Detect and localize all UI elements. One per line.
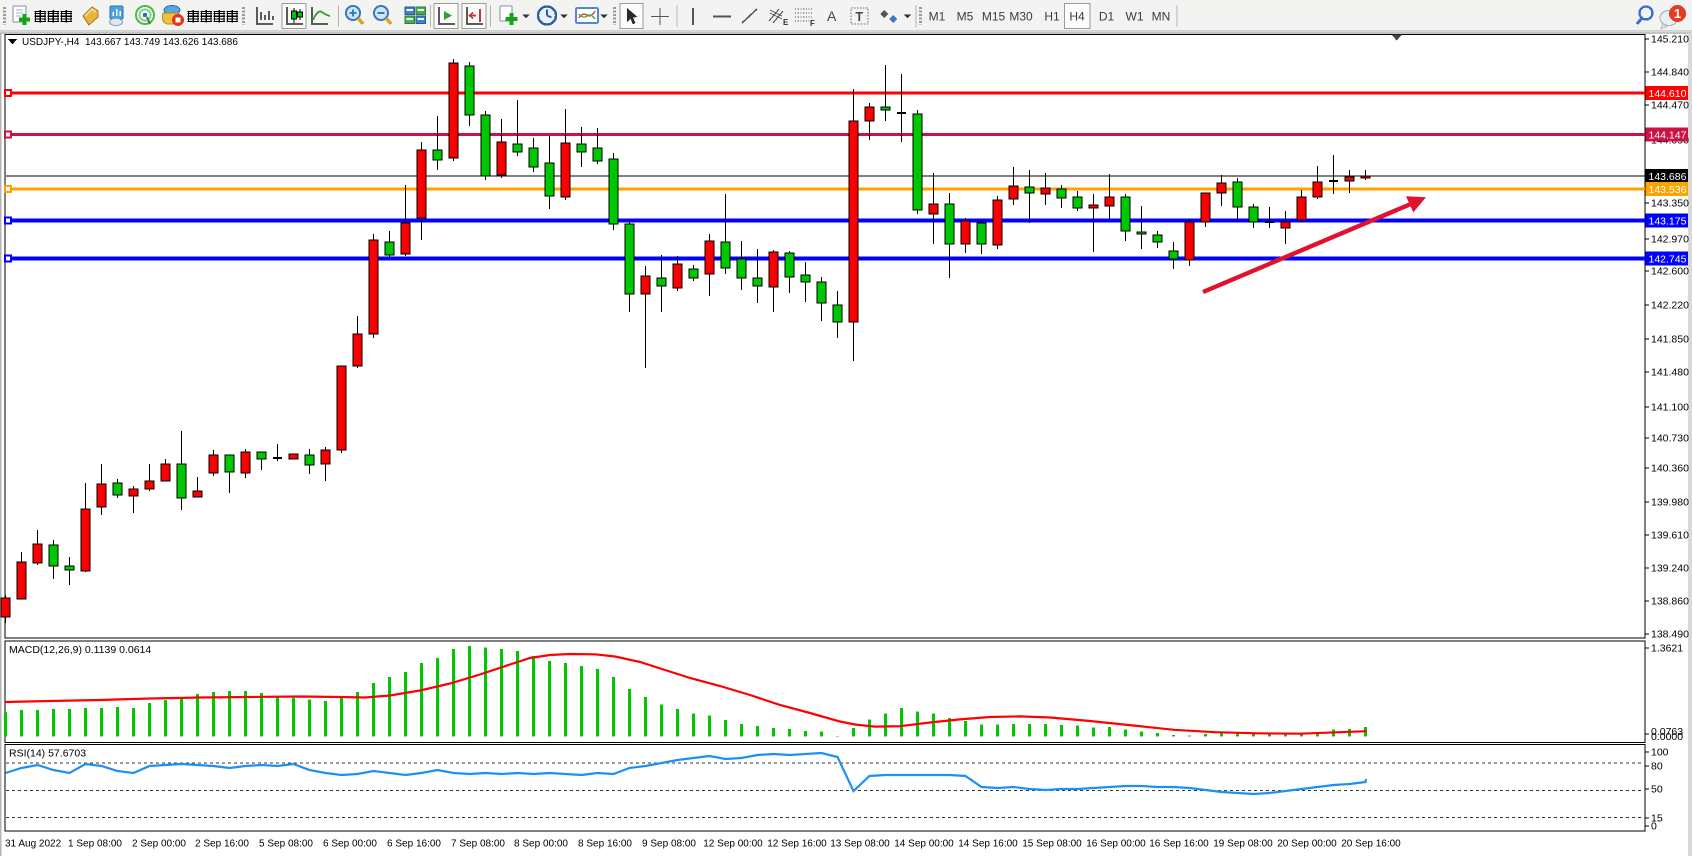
svg-text:8 Sep 16:00: 8 Sep 16:00: [578, 839, 632, 850]
svg-text:140.730: 140.730: [1651, 433, 1689, 445]
svg-text:140.360: 140.360: [1651, 463, 1689, 475]
svg-text:143.686: 143.686: [1649, 171, 1687, 183]
svg-text:143.350: 143.350: [1651, 198, 1689, 210]
svg-text:139.610: 139.610: [1651, 530, 1689, 542]
svg-text:0.0763: 0.0763: [1651, 726, 1683, 738]
svg-text:MACD(12,26,9) 0.1139 0.0614: MACD(12,26,9) 0.1139 0.0614: [9, 644, 151, 656]
svg-text:5 Sep 08:00: 5 Sep 08:00: [259, 839, 313, 850]
svg-text:138.490: 138.490: [1651, 629, 1689, 641]
svg-text:6 Sep 00:00: 6 Sep 00:00: [323, 839, 377, 850]
svg-text:142.970: 142.970: [1651, 234, 1689, 246]
svg-text:145.210: 145.210: [1651, 34, 1689, 46]
svg-text:19 Sep 08:00: 19 Sep 08:00: [1213, 839, 1273, 850]
svg-text:T: T: [856, 10, 864, 24]
svg-text:144.610: 144.610: [1649, 88, 1687, 100]
svg-text:1.3621: 1.3621: [1651, 643, 1683, 655]
svg-text:142.600: 142.600: [1651, 266, 1689, 278]
svg-text:144.470: 144.470: [1651, 100, 1689, 112]
svg-text:USDJPY-,H4 143.667 143.749 14: USDJPY-,H4 143.667 143.749 143.626 143.6…: [22, 37, 238, 48]
svg-text:RSI(14) 57.6703: RSI(14) 57.6703: [9, 748, 86, 760]
svg-text:142.745: 142.745: [1649, 253, 1687, 265]
svg-text:141.850: 141.850: [1651, 334, 1689, 346]
svg-text:31 Aug 2022: 31 Aug 2022: [5, 839, 62, 850]
svg-text:141.100: 141.100: [1651, 402, 1689, 414]
svg-text:6 Sep 16:00: 6 Sep 16:00: [387, 839, 441, 850]
svg-text:14 Sep 16:00: 14 Sep 16:00: [958, 839, 1018, 850]
svg-text:144.147: 144.147: [1649, 129, 1687, 141]
svg-text:0.0000: 0.0000: [1651, 731, 1683, 743]
svg-text:M15: M15: [982, 10, 1006, 24]
svg-text:D1: D1: [1099, 10, 1115, 24]
svg-text:F: F: [810, 19, 815, 28]
svg-text:MN: MN: [1152, 10, 1171, 24]
svg-text:143.175: 143.175: [1649, 215, 1687, 227]
svg-text:0: 0: [1651, 821, 1657, 833]
svg-text:139.980: 139.980: [1651, 497, 1689, 509]
svg-text:143.536: 143.536: [1649, 184, 1687, 196]
svg-text:H4: H4: [1069, 10, 1085, 24]
svg-text:141.480: 141.480: [1651, 367, 1689, 379]
svg-text:1 Sep 08:00: 1 Sep 08:00: [68, 839, 122, 850]
svg-text:50: 50: [1651, 784, 1663, 796]
svg-text:20 Sep 00:00: 20 Sep 00:00: [1277, 839, 1337, 850]
svg-text:144.840: 144.840: [1651, 67, 1689, 79]
svg-text:138.860: 138.860: [1651, 596, 1689, 608]
svg-text:W1: W1: [1126, 10, 1144, 24]
svg-text:100: 100: [1651, 747, 1669, 759]
svg-text:9 Sep 08:00: 9 Sep 08:00: [642, 839, 696, 850]
svg-text:A: A: [827, 8, 837, 24]
svg-text:M5: M5: [957, 10, 974, 24]
svg-text:2 Sep 16:00: 2 Sep 16:00: [195, 839, 249, 850]
svg-text:15 Sep 08:00: 15 Sep 08:00: [1022, 839, 1082, 850]
svg-text:16 Sep 00:00: 16 Sep 00:00: [1086, 839, 1146, 850]
svg-text:15: 15: [1651, 813, 1663, 825]
svg-text:1: 1: [1674, 6, 1681, 21]
svg-text:139.240: 139.240: [1651, 563, 1689, 575]
svg-text:2 Sep 00:00: 2 Sep 00:00: [132, 839, 186, 850]
svg-text:80: 80: [1651, 761, 1663, 773]
svg-text:M30: M30: [1009, 10, 1033, 24]
svg-text:8 Sep 00:00: 8 Sep 00:00: [514, 839, 568, 850]
svg-text:7 Sep 08:00: 7 Sep 08:00: [451, 839, 505, 850]
svg-text:M1: M1: [929, 10, 946, 24]
svg-text:12 Sep 16:00: 12 Sep 16:00: [767, 839, 827, 850]
svg-text:16 Sep 16:00: 16 Sep 16:00: [1149, 839, 1209, 850]
svg-text:12 Sep 00:00: 12 Sep 00:00: [703, 839, 763, 850]
svg-text:14 Sep 00:00: 14 Sep 00:00: [894, 839, 954, 850]
svg-text:142.220: 142.220: [1651, 300, 1689, 312]
svg-text:E: E: [783, 18, 789, 27]
svg-text:13 Sep 08:00: 13 Sep 08:00: [830, 839, 890, 850]
svg-text:20 Sep 16:00: 20 Sep 16:00: [1341, 839, 1401, 850]
svg-text:H1: H1: [1044, 10, 1060, 24]
